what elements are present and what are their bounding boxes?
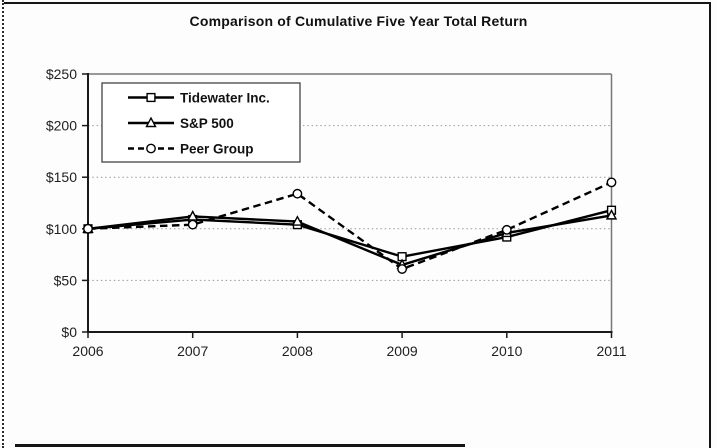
triangle-marker-icon	[291, 215, 304, 226]
series-line-peer-group	[87, 181, 612, 271]
chart-title: Comparison of Cumulative Five Year Total…	[189, 13, 528, 29]
series-markers-peer-group	[83, 177, 617, 274]
series-line-tidewater-inc	[87, 209, 612, 258]
x-tick-label: 2009	[387, 343, 418, 359]
series-line-s-p-500	[87, 214, 612, 267]
y-tick-label: $0	[61, 324, 77, 340]
circle-marker-icon	[501, 224, 512, 235]
x-tick-label: 2007	[177, 343, 208, 359]
legend-label: Peer Group	[180, 142, 254, 157]
legend-label: Tidewater Inc.	[180, 91, 270, 106]
x-tick-label: 2010	[491, 343, 522, 359]
x-tick-label: 2011	[596, 343, 626, 359]
y-tick-label: $100	[46, 221, 77, 237]
page-border-left	[2, 0, 4, 448]
circle-marker-icon	[83, 223, 93, 234]
x-tick-label: 2008	[282, 343, 313, 359]
circle-marker-icon	[146, 143, 156, 154]
page-border-right	[709, 2, 711, 448]
series-markers-tidewater-inc	[83, 205, 617, 262]
page-border-bottom	[15, 444, 465, 447]
circle-marker-icon	[606, 177, 617, 188]
circle-marker-icon	[187, 219, 198, 230]
triangle-marker-icon	[605, 209, 618, 220]
x-tick-label: 2006	[72, 343, 103, 359]
legend-item: Peer Group	[128, 142, 254, 157]
y-tick-label: $150	[46, 169, 77, 185]
legend-item: Tidewater Inc.	[128, 91, 270, 106]
legend-item: S&P 500	[128, 116, 234, 131]
y-tick-label: $50	[54, 272, 78, 288]
y-tick-label: $200	[46, 118, 77, 134]
page-border-top	[4, 2, 710, 4]
circle-marker-icon	[397, 264, 407, 274]
legend-label: S&P 500	[180, 116, 234, 131]
circle-marker-icon	[292, 188, 303, 199]
square-marker-icon	[146, 92, 156, 103]
triangle-marker-icon	[145, 116, 157, 128]
y-tick-label: $250	[46, 66, 77, 82]
